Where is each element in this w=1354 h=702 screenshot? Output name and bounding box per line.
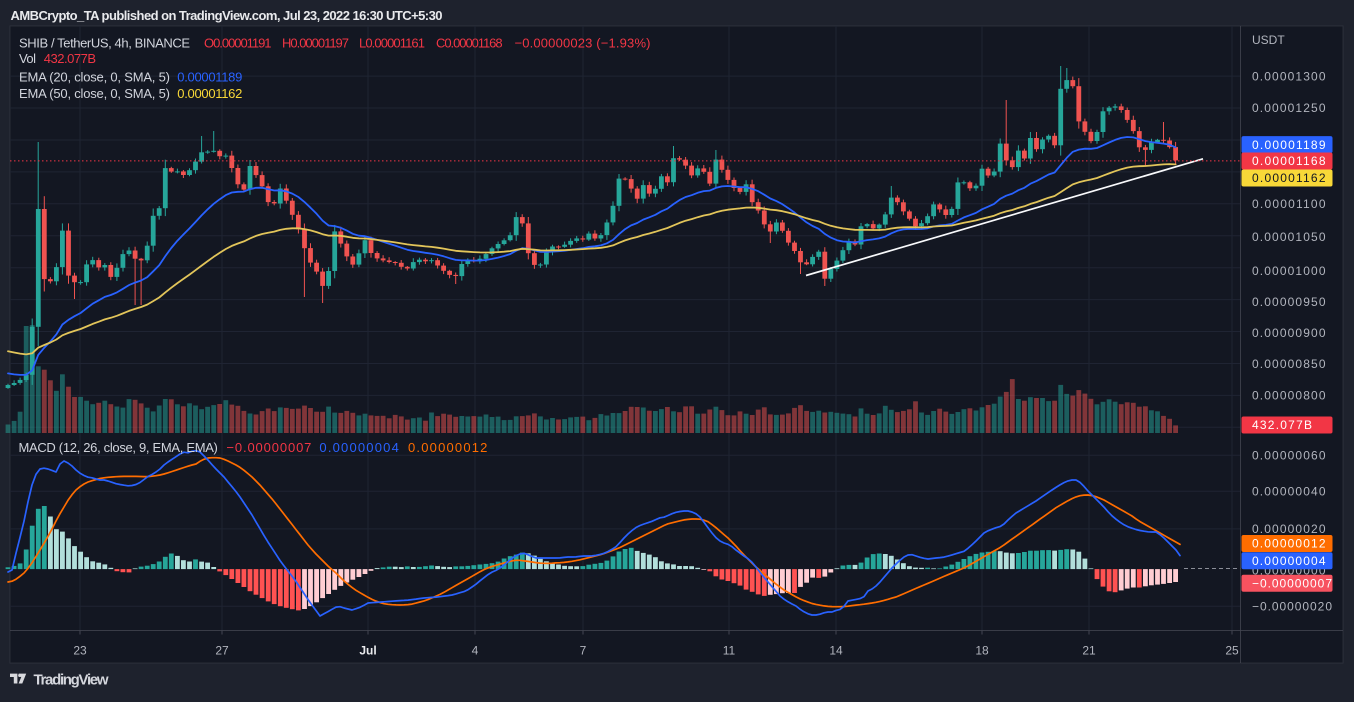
svg-text:432.077B: 432.077B — [44, 51, 96, 66]
svg-text:L0.00001161: L0.00001161 — [359, 36, 425, 51]
svg-text:23: 23 — [73, 644, 87, 658]
svg-text:EMA (20, close, 0, SMA, 5): EMA (20, close, 0, SMA, 5) — [19, 70, 170, 85]
svg-text:−0.00000023 (−1.93%): −0.00000023 (−1.93%) — [515, 36, 651, 51]
svg-text:7: 7 — [580, 644, 587, 658]
svg-text:MACD (12, 26, close, 9, EMA, E: MACD (12, 26, close, 9, EMA, EMA) — [19, 440, 218, 455]
svg-text:0.00000004: 0.00000004 — [319, 440, 398, 455]
svg-text:SHIB / TetherUS, 4h, BINANCE: SHIB / TetherUS, 4h, BINANCE — [19, 36, 190, 51]
svg-text:27: 27 — [215, 644, 229, 658]
svg-text:EMA (50, close, 0, SMA, 5): EMA (50, close, 0, SMA, 5) — [19, 86, 170, 101]
svg-text:TradingView: TradingView — [34, 672, 109, 689]
svg-text:18: 18 — [975, 644, 989, 658]
svg-text:0.00000850: 0.00000850 — [1252, 357, 1326, 371]
svg-text:0.00000800: 0.00000800 — [1252, 389, 1326, 403]
svg-text:−0.00000020: −0.00000020 — [1252, 599, 1332, 613]
svg-text:Jul: Jul — [359, 644, 376, 658]
svg-text:Vol: Vol — [19, 51, 36, 66]
svg-text:C0.00001168: C0.00001168 — [436, 36, 503, 51]
svg-text:0.00000004: 0.00000004 — [1252, 554, 1326, 568]
svg-text:0.00001168: 0.00001168 — [1252, 154, 1326, 168]
svg-text:0.00001300: 0.00001300 — [1252, 69, 1326, 83]
svg-text:432.077B: 432.077B — [1252, 418, 1312, 432]
svg-text:21: 21 — [1082, 644, 1096, 658]
svg-text:0.00001000: 0.00001000 — [1252, 264, 1326, 278]
svg-text:USDT: USDT — [1252, 33, 1285, 47]
svg-text:0.00000012: 0.00000012 — [408, 440, 487, 455]
svg-text:0.00001162: 0.00001162 — [177, 86, 242, 101]
svg-text:H0.00001197: H0.00001197 — [282, 36, 349, 51]
svg-text:0.00000900: 0.00000900 — [1252, 326, 1326, 340]
svg-text:0.00000950: 0.00000950 — [1252, 295, 1326, 309]
svg-text:11: 11 — [723, 644, 736, 658]
svg-text:0.00000040: 0.00000040 — [1252, 485, 1326, 499]
svg-text:0.00000060: 0.00000060 — [1252, 449, 1326, 463]
svg-text:−0.00000007: −0.00000007 — [1252, 577, 1332, 591]
svg-text:0.00001050: 0.00001050 — [1252, 230, 1326, 244]
svg-text:0.00001189: 0.00001189 — [177, 70, 242, 85]
svg-text:14: 14 — [829, 644, 843, 658]
svg-text:0.00001189: 0.00001189 — [1252, 138, 1326, 152]
svg-text:0.00001250: 0.00001250 — [1252, 101, 1326, 115]
svg-text:O0.00001191: O0.00001191 — [204, 36, 272, 51]
svg-text:AMBCrypto_TA published on Trad: AMBCrypto_TA published on TradingView.co… — [11, 8, 443, 23]
svg-text:0.00000012: 0.00000012 — [1252, 537, 1326, 551]
svg-text:4: 4 — [472, 644, 479, 658]
svg-text:−0.00000007: −0.00000007 — [226, 440, 311, 455]
svg-text:0.00001100: 0.00001100 — [1252, 197, 1326, 211]
svg-text:0.00001162: 0.00001162 — [1252, 171, 1326, 185]
svg-text:25: 25 — [1225, 644, 1239, 658]
svg-text:0.00000020: 0.00000020 — [1252, 522, 1326, 536]
